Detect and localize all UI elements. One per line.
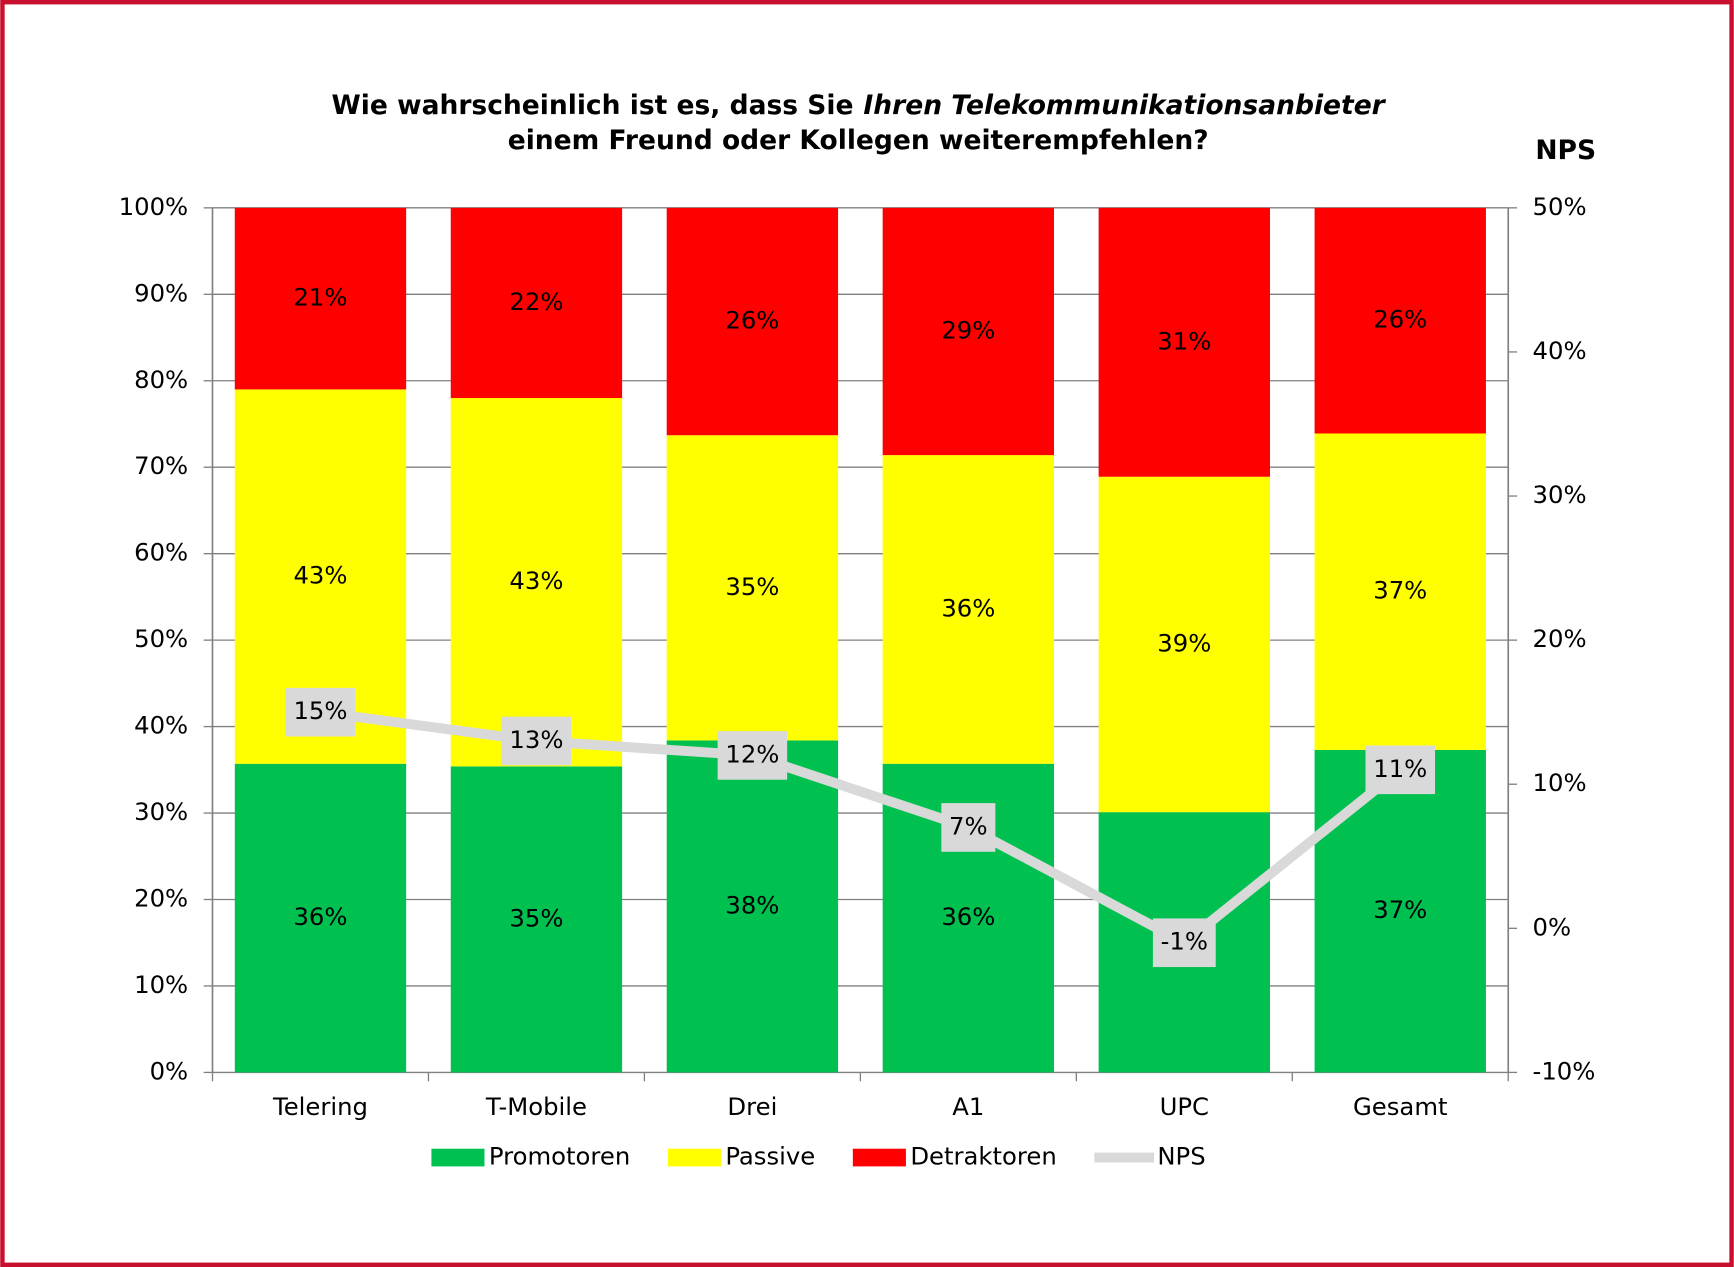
y-tick-label: 60% (134, 538, 188, 567)
bar-segment (1098, 207, 1270, 477)
legend-swatch (667, 1148, 721, 1167)
y2-tick-label: -10% (1533, 1056, 1596, 1085)
bar-segment (1098, 476, 1270, 813)
y2-tick-label: 10% (1533, 768, 1587, 797)
data-label: 43% (509, 566, 563, 595)
x-tick-label: Drei (727, 1092, 777, 1121)
y-tick-label: 10% (134, 970, 188, 999)
data-label: 37% (1373, 895, 1427, 924)
data-label: 35% (725, 572, 779, 601)
y-tick-label: 0% (150, 1056, 189, 1085)
bar-segment (1314, 433, 1486, 750)
bar-segment (450, 766, 623, 1073)
data-label: 36% (941, 593, 995, 622)
bar-segment (1314, 749, 1486, 1073)
nps-line (319, 707, 1404, 948)
y2-tick-label: 0% (1533, 912, 1572, 941)
nps-label: 12% (725, 739, 779, 768)
bar-segment (666, 207, 839, 436)
y2-tick-label: 30% (1533, 480, 1587, 509)
data-label: 43% (293, 561, 347, 590)
bar-segment (1314, 207, 1486, 434)
bar-segment (666, 435, 839, 741)
data-label: 31% (1157, 326, 1211, 355)
x-tick-label: UPC (1160, 1092, 1209, 1121)
nps-label-box (717, 731, 788, 780)
legend-label: Promotoren (489, 1142, 630, 1171)
y-tick-label: 90% (134, 278, 188, 307)
bar-segment (882, 455, 1055, 764)
data-label: 26% (725, 306, 779, 335)
y-tick-label: 30% (134, 797, 188, 826)
chart-title: einem Freund oder Kollegen weiterempfehl… (508, 125, 1209, 156)
data-label: 26% (1373, 305, 1427, 334)
nps-label-box (501, 716, 572, 766)
title-part: Wie wahrscheinlich ist es, dass Sie (332, 90, 854, 121)
y2-tick-label: 40% (1533, 336, 1587, 365)
y-tick-label: 80% (134, 365, 188, 394)
nps-label: -1% (1161, 927, 1208, 956)
nps-label-box (941, 803, 996, 852)
data-label: 35% (509, 903, 563, 932)
nps-label-box (285, 687, 356, 737)
x-tick-label: Telering (272, 1092, 368, 1121)
x-tick-label: T-Mobile (485, 1092, 587, 1121)
legend-swatch (431, 1148, 485, 1167)
y-tick-label: 40% (134, 711, 188, 740)
y-tick-label: 20% (134, 884, 188, 913)
legend-label: Passive (725, 1142, 815, 1171)
bar-segment (450, 207, 623, 399)
nps-label-box (1365, 745, 1436, 795)
chart-title: Wie wahrscheinlich ist es, dass Sie Ihren… (332, 90, 1387, 121)
nps-label: 15% (293, 696, 347, 725)
title-part: Ihren Telekommunikationsanbieter (863, 90, 1386, 121)
data-label: 36% (293, 902, 347, 931)
bar-segment (450, 398, 623, 767)
y2-axis-label: NPS (1535, 135, 1596, 166)
legend-swatch (852, 1148, 906, 1167)
y2-tick-label: 50% (1533, 192, 1587, 221)
data-label: 39% (1157, 628, 1211, 657)
nps-label: 11% (1373, 754, 1427, 783)
x-tick-label: A1 (952, 1092, 984, 1121)
nps-label: 7% (949, 811, 988, 840)
nps-label: 13% (509, 725, 563, 754)
bar-segment (234, 763, 407, 1073)
data-label: 37% (1373, 576, 1427, 605)
data-label: 21% (293, 283, 347, 312)
legend-label: NPS (1157, 1142, 1205, 1171)
data-label: 29% (941, 315, 995, 344)
bar-segment (234, 207, 407, 390)
data-label: 38% (725, 890, 779, 919)
nps-label-box (1152, 918, 1216, 968)
y-tick-label: 50% (134, 624, 188, 653)
y-tick-label: 70% (134, 451, 188, 480)
y-tick-label: 100% (119, 192, 189, 221)
y2-tick-label: 20% (1533, 624, 1587, 653)
x-tick-label: Gesamt (1353, 1092, 1448, 1121)
bar-segment (882, 207, 1055, 456)
data-label: 36% (941, 902, 995, 931)
legend-label: Detraktoren (910, 1142, 1056, 1171)
bar-segment (666, 740, 839, 1073)
data-label: 22% (509, 287, 563, 316)
